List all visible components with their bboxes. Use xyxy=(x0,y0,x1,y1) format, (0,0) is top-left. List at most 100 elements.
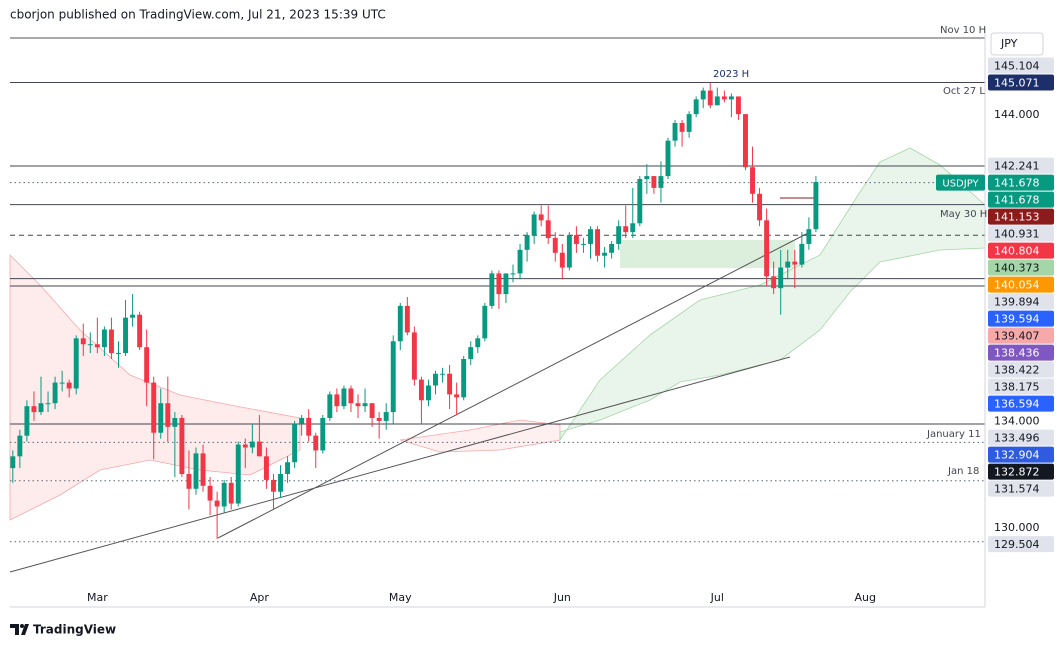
price-label-box xyxy=(988,225,1054,242)
candle-body xyxy=(482,305,488,339)
candle-body xyxy=(595,229,601,256)
candle-body xyxy=(376,417,382,421)
candle-body xyxy=(651,176,657,188)
candle-body xyxy=(256,441,262,457)
price-label-box xyxy=(988,361,1054,378)
candle-body xyxy=(735,96,741,115)
candle-body xyxy=(700,90,706,100)
candle-body xyxy=(447,373,453,395)
candle-body xyxy=(425,385,431,401)
candle-body xyxy=(235,444,241,504)
candle-body xyxy=(721,96,727,100)
price-label-box xyxy=(988,429,1054,446)
candle-body xyxy=(588,229,593,244)
price-label-box xyxy=(988,378,1054,395)
price-label: 129.504 xyxy=(994,538,1040,551)
brand-logo: TradingView xyxy=(10,623,116,637)
logo-icon xyxy=(10,624,29,635)
candle-body xyxy=(52,382,58,404)
candle-body xyxy=(348,388,354,404)
candle-body xyxy=(193,453,199,489)
trendline xyxy=(9,356,791,573)
candle-body xyxy=(334,394,340,407)
candle-body xyxy=(151,382,157,433)
candle-body xyxy=(503,273,509,295)
x-tick-label: Aug xyxy=(854,591,875,604)
price-label-box xyxy=(988,191,1054,208)
candle-body xyxy=(665,140,671,177)
candle-body xyxy=(108,329,114,354)
candle-body xyxy=(545,220,551,239)
candle-body xyxy=(59,382,65,384)
price-label: 133.496 xyxy=(994,432,1040,445)
price-label: 130.000 xyxy=(994,521,1040,534)
candle-body xyxy=(179,417,185,475)
price-labels: 145.104 145.071 144.000 142.241 141.678 USDJP… xyxy=(936,57,1054,553)
price-label: 134.000 xyxy=(994,415,1040,428)
logo-dot xyxy=(20,624,24,628)
candle-body xyxy=(144,347,150,383)
candle-body xyxy=(468,347,474,359)
candle-body xyxy=(355,403,361,407)
price-label-box xyxy=(988,536,1054,553)
currency[interactable]: JPY xyxy=(1000,37,1018,50)
cloud-green xyxy=(559,147,986,442)
candle-body xyxy=(792,261,798,265)
price-label: 140.054 xyxy=(994,279,1040,292)
price-label-box xyxy=(988,242,1054,259)
candle-body xyxy=(489,273,495,306)
candle-body xyxy=(757,193,763,221)
candle-body xyxy=(123,317,129,354)
price-label-box xyxy=(988,293,1054,310)
candle-body xyxy=(785,261,791,268)
candle-body xyxy=(538,214,544,221)
price-label: 138.436 xyxy=(994,347,1040,360)
candle-body xyxy=(313,435,319,451)
candle-body xyxy=(101,329,107,348)
candle-body xyxy=(172,417,178,427)
candle-body xyxy=(369,403,375,418)
candle-body xyxy=(693,99,699,115)
candle-body xyxy=(17,435,23,457)
candle-body xyxy=(644,176,650,180)
price-label-box xyxy=(988,480,1054,497)
candle-body xyxy=(66,382,72,389)
candle-body xyxy=(327,394,333,418)
candle-body xyxy=(658,176,664,188)
candle-body xyxy=(813,181,819,230)
annotation: Jan 18 xyxy=(947,466,979,477)
candle-body xyxy=(475,338,481,348)
candles xyxy=(10,82,819,539)
price-label: 141.678 xyxy=(994,177,1040,190)
candle-body xyxy=(750,167,755,194)
candle-body xyxy=(158,403,164,433)
candle-body xyxy=(602,252,608,256)
symbol-label: USDJPY xyxy=(942,179,979,190)
candle-body xyxy=(510,273,516,275)
candle-body xyxy=(320,417,326,451)
candle-body xyxy=(616,226,622,244)
candle-body xyxy=(559,252,565,268)
candle-body xyxy=(397,305,403,342)
currency-button[interactable] xyxy=(990,32,1044,56)
price-label: 140.931 xyxy=(994,228,1040,241)
price-label-box xyxy=(988,57,1054,74)
x-tick-label: Jun xyxy=(553,591,571,604)
candle-body xyxy=(672,122,678,141)
header: cborjon published on TradingView.com, Ju… xyxy=(10,8,386,22)
candle-body xyxy=(10,456,16,469)
candle-body xyxy=(461,358,467,398)
candle-body xyxy=(94,344,100,348)
price-label: 141.678 xyxy=(994,194,1040,207)
candle-body xyxy=(362,403,368,407)
price-label-box xyxy=(988,174,1054,191)
cloud-red-2 xyxy=(399,419,561,453)
candle-body xyxy=(714,96,720,106)
candle-body xyxy=(728,96,734,100)
candle-body xyxy=(24,406,30,436)
price-label: 140.373 xyxy=(994,262,1040,275)
annotation: May 30 H xyxy=(940,209,987,220)
price-label-box xyxy=(988,259,1054,276)
candle-body xyxy=(771,276,777,289)
